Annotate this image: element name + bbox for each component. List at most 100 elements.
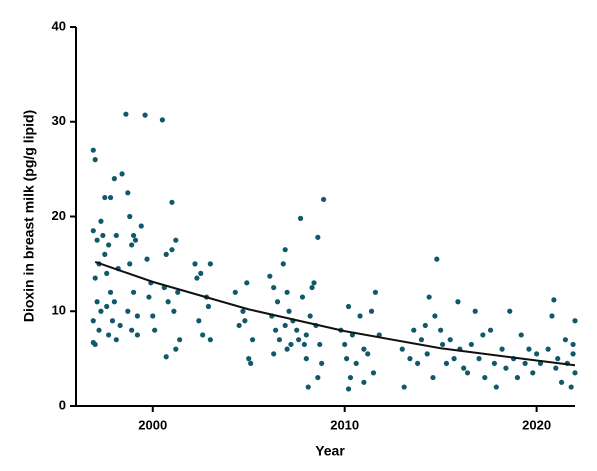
scatter-point bbox=[534, 351, 540, 357]
scatter-point bbox=[123, 111, 129, 117]
scatter-point bbox=[342, 341, 348, 348]
scatter-point bbox=[150, 313, 156, 319]
scatter-point bbox=[205, 303, 212, 310]
scatter-point bbox=[100, 232, 106, 239]
scatter-point bbox=[163, 251, 169, 257]
scatter-point bbox=[273, 327, 279, 333]
scatter-point bbox=[368, 308, 375, 314]
scatter-point bbox=[357, 313, 363, 319]
scatter-point bbox=[370, 370, 377, 376]
scatter-point bbox=[365, 351, 371, 357]
scatter-point bbox=[207, 337, 213, 343]
scatter-point bbox=[236, 322, 242, 329]
scatter-point bbox=[198, 270, 204, 276]
scatter-point bbox=[422, 322, 428, 329]
scatter-point bbox=[555, 356, 561, 362]
scatter-point bbox=[493, 384, 499, 390]
scatter-point bbox=[232, 289, 238, 295]
scatter-point bbox=[90, 147, 96, 153]
scatter-point bbox=[297, 215, 304, 221]
scatter-point bbox=[315, 374, 321, 381]
scatter-point bbox=[94, 237, 100, 243]
scatter-point bbox=[545, 346, 551, 352]
scatter-point bbox=[130, 289, 137, 295]
scatter-point bbox=[127, 261, 133, 267]
scatter-point bbox=[138, 223, 144, 229]
scatter-point bbox=[98, 308, 104, 314]
scatter-point bbox=[271, 351, 277, 357]
scatter-point bbox=[94, 299, 100, 305]
scatter-point bbox=[455, 299, 461, 305]
scatter-point bbox=[107, 289, 114, 295]
scatter-point bbox=[518, 332, 524, 338]
scatter-point bbox=[134, 332, 141, 338]
scatter-point bbox=[125, 190, 131, 196]
scatter-point bbox=[361, 379, 367, 385]
scatter-point bbox=[311, 280, 317, 286]
scatter-point bbox=[530, 370, 536, 376]
scatter-point bbox=[315, 234, 321, 240]
scatter-point bbox=[558, 379, 565, 385]
scatter-point bbox=[246, 356, 252, 362]
scatter-point bbox=[169, 199, 175, 205]
scatter-point bbox=[165, 299, 171, 305]
scatter-point bbox=[319, 360, 325, 366]
scatter-point bbox=[562, 337, 569, 343]
scatter-point bbox=[303, 356, 309, 362]
y-tick-label: 30 bbox=[52, 113, 66, 128]
scatter-point bbox=[399, 346, 405, 352]
scatter-point bbox=[439, 341, 446, 348]
scatter-point bbox=[507, 308, 513, 314]
scatter-point bbox=[551, 297, 557, 303]
scatter-point bbox=[102, 251, 108, 257]
scatter-point bbox=[96, 327, 102, 333]
scatter-point bbox=[434, 256, 440, 262]
scatter-point bbox=[113, 232, 119, 239]
x-tick-label: 2000 bbox=[138, 417, 167, 432]
scatter-point bbox=[415, 360, 421, 366]
scatter-point bbox=[125, 308, 131, 314]
scatter-point bbox=[480, 332, 486, 338]
scatter-point bbox=[249, 337, 256, 343]
scatter-point bbox=[106, 242, 112, 248]
scatter-point bbox=[132, 237, 139, 243]
scatter-point bbox=[111, 299, 117, 305]
scatter-point bbox=[296, 337, 302, 343]
scatter-point bbox=[361, 346, 367, 352]
scatter-point bbox=[476, 356, 482, 362]
scatter-point bbox=[267, 273, 273, 279]
scatter-point bbox=[320, 196, 327, 203]
scatter-point bbox=[345, 303, 352, 310]
scatter-point bbox=[196, 318, 202, 324]
y-axis-label: Dioxin in breast milk (pg/g lipid) bbox=[21, 110, 37, 322]
scatter-point bbox=[499, 346, 505, 352]
scatter-point bbox=[570, 351, 576, 357]
scatter-point bbox=[240, 308, 246, 314]
scatter-point bbox=[317, 341, 323, 348]
scatter-point bbox=[526, 346, 532, 352]
y-tick-label: 0 bbox=[59, 397, 66, 412]
scatter-point bbox=[372, 289, 378, 295]
scatter-point bbox=[282, 322, 288, 329]
scatter-point bbox=[299, 294, 306, 300]
scatter-point bbox=[207, 261, 213, 267]
scatter-point bbox=[284, 289, 290, 295]
x-axis-label: Year bbox=[315, 443, 345, 459]
scatter-point bbox=[274, 299, 281, 305]
scatter-point bbox=[307, 313, 313, 319]
scatter-point bbox=[90, 228, 96, 234]
trend-line bbox=[94, 261, 576, 367]
scatter-point bbox=[305, 384, 311, 390]
scatter-point bbox=[92, 157, 98, 163]
scatter-point bbox=[113, 337, 119, 343]
scatter-point bbox=[344, 356, 350, 362]
scatter-point bbox=[142, 112, 148, 118]
scatter-point bbox=[487, 327, 494, 333]
scatter-point bbox=[152, 327, 158, 333]
scatter-point bbox=[242, 318, 248, 324]
scatter-point bbox=[92, 275, 98, 281]
scatter-point bbox=[347, 374, 354, 381]
scatter-point bbox=[345, 386, 352, 392]
scatter-point bbox=[284, 346, 290, 352]
